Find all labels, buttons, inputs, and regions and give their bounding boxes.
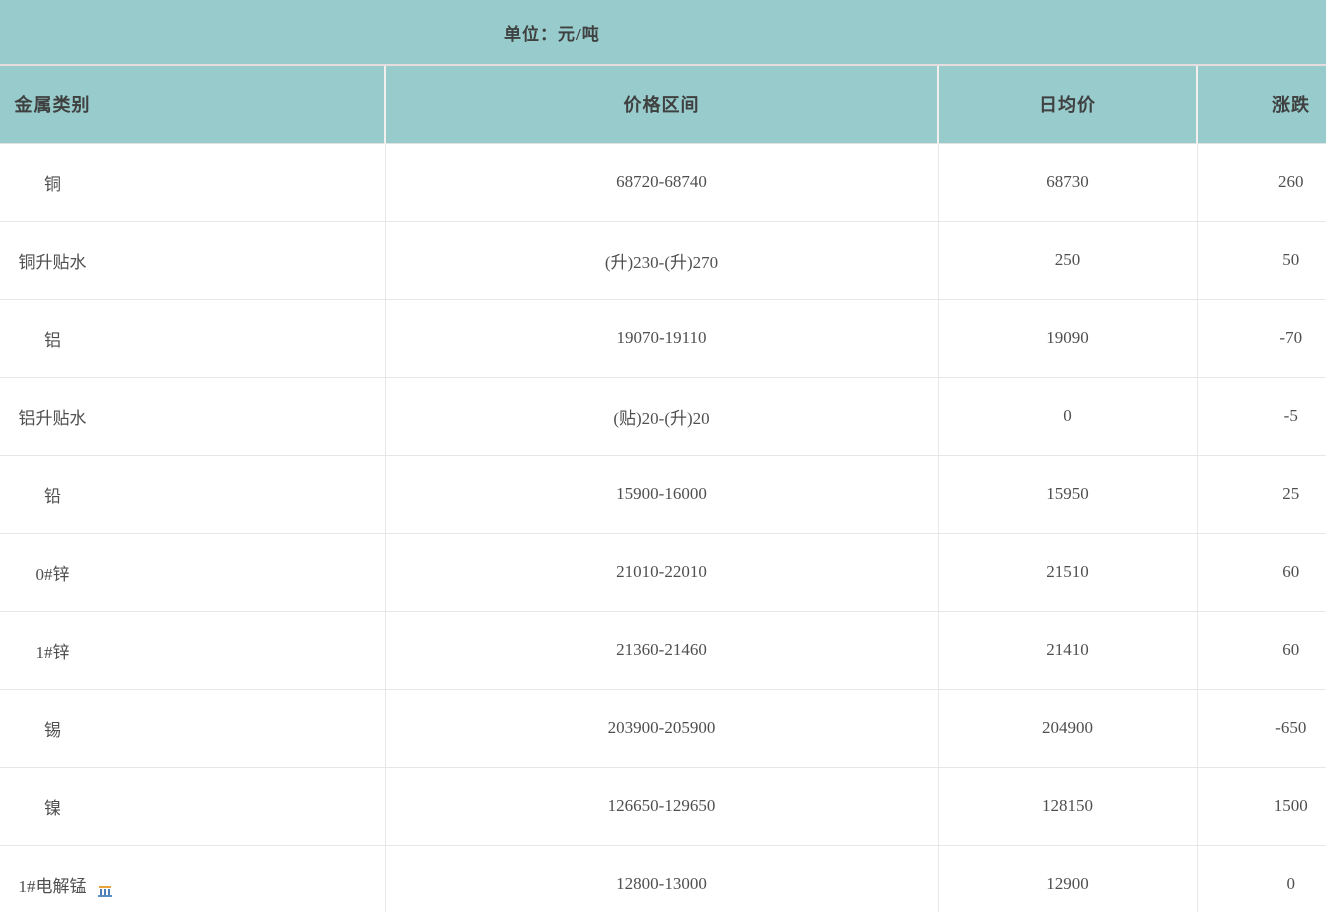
table-body: 铜 68720-68740 68730 260 铜升贴水 (升)230-(升)270 250… (0, 143, 1326, 912)
cell-category: 0#锌 (0, 533, 385, 612)
cell-change: 1500 (1196, 767, 1326, 846)
table-row: 铝 19070-19110 19090 -70 (0, 299, 1326, 378)
table-header: 金属类别 价格区间 日均价 涨跌 (0, 66, 1326, 144)
cell-change: 25 (1196, 455, 1326, 534)
cell-category: 铅 (0, 455, 385, 534)
cell-daily-average: 128150 (937, 767, 1197, 846)
table-row: 镍 126650-129650 128150 1500 (0, 767, 1326, 846)
cell-category: 铝升贴水 (0, 377, 385, 456)
table-row: 1#锌 21360-21460 21410 60 (0, 611, 1326, 690)
cell-daily-average: 68730 (937, 143, 1197, 222)
cell-category-label: 0#锌 (35, 564, 70, 584)
cell-category: 铜 (0, 143, 385, 222)
cell-price-range: 19070-19110 (384, 299, 938, 378)
cell-price-range: (贴)20-(升)20 (384, 377, 938, 456)
table-row: 铅 15900-16000 15950 25 (0, 455, 1326, 534)
cell-category: 1#电解锰 (0, 845, 385, 912)
cell-category-label: 锡 (44, 720, 61, 740)
cell-category-label: 铅 (44, 486, 61, 506)
cell-category-label: 镍 (44, 798, 61, 818)
column-header-category: 金属类别 (0, 66, 385, 144)
cell-price-range: 68720-68740 (384, 143, 938, 222)
cell-price-range: 21360-21460 (384, 611, 938, 690)
cell-price-range: (升)230-(升)270 (384, 221, 938, 300)
column-header-change: 涨跌 (1196, 66, 1326, 144)
cell-category: 铝 (0, 299, 385, 378)
cell-change: 0 (1196, 845, 1326, 912)
column-header-daily-average: 日均价 (937, 66, 1197, 144)
cell-price-range: 12800-13000 (384, 845, 938, 912)
cell-daily-average: 15950 (937, 455, 1197, 534)
cell-category-label: 铜 (44, 174, 61, 194)
cell-change: 60 (1196, 533, 1326, 612)
cell-change: 50 (1196, 221, 1326, 300)
table-row: 铝升贴水 (贴)20-(升)20 0 -5 (0, 377, 1326, 456)
table-row: 锡 203900-205900 204900 -650 (0, 689, 1326, 768)
cell-change: 260 (1196, 143, 1326, 222)
table-row: 1#电解锰 12800-13000 12900 0 (0, 845, 1326, 912)
unit-banner: 单位：元/吨 (0, 0, 1326, 66)
cell-price-range: 15900-16000 (384, 455, 938, 534)
cell-daily-average: 0 (937, 377, 1197, 456)
cell-daily-average: 204900 (937, 689, 1197, 768)
cell-category-label: 1#锌 (35, 642, 70, 662)
unit-label: 单位：元/吨 (504, 24, 600, 44)
cell-daily-average: 19090 (937, 299, 1197, 378)
cell-daily-average: 21510 (937, 533, 1197, 612)
cell-category: 1#锌 (0, 611, 385, 690)
cell-category-label: 铝升贴水 (18, 408, 87, 428)
cell-daily-average: 250 (937, 221, 1197, 300)
cell-price-range: 203900-205900 (384, 689, 938, 768)
table-row: 铜升贴水 (升)230-(升)270 250 50 (0, 221, 1326, 300)
header-row: 金属类别 价格区间 日均价 涨跌 (0, 66, 1326, 144)
cell-daily-average: 21410 (937, 611, 1197, 690)
metal-price-table: 金属类别 价格区间 日均价 涨跌 铜 68720-68740 68730 260 铜升贴… (0, 66, 1326, 912)
cell-category-label: 铝 (44, 330, 61, 350)
column-header-category-label: 金属类别 (14, 95, 91, 116)
building-icon (98, 884, 113, 897)
cell-category: 铜升贴水 (0, 221, 385, 300)
cell-daily-average: 12900 (937, 845, 1197, 912)
table-row: 0#锌 21010-22010 21510 60 (0, 533, 1326, 612)
column-header-price-range: 价格区间 (384, 66, 938, 144)
cell-category-label: 1#电解锰 (18, 876, 87, 896)
table-row: 铜 68720-68740 68730 260 (0, 143, 1326, 222)
cell-change: -70 (1196, 299, 1326, 378)
cell-change: 60 (1196, 611, 1326, 690)
cell-change: -5 (1196, 377, 1326, 456)
cell-price-range: 21010-22010 (384, 533, 938, 612)
cell-change: -650 (1196, 689, 1326, 768)
cell-category: 镍 (0, 767, 385, 846)
cell-category-label: 铜升贴水 (18, 252, 87, 272)
cell-category: 锡 (0, 689, 385, 768)
cell-price-range: 126650-129650 (384, 767, 938, 846)
